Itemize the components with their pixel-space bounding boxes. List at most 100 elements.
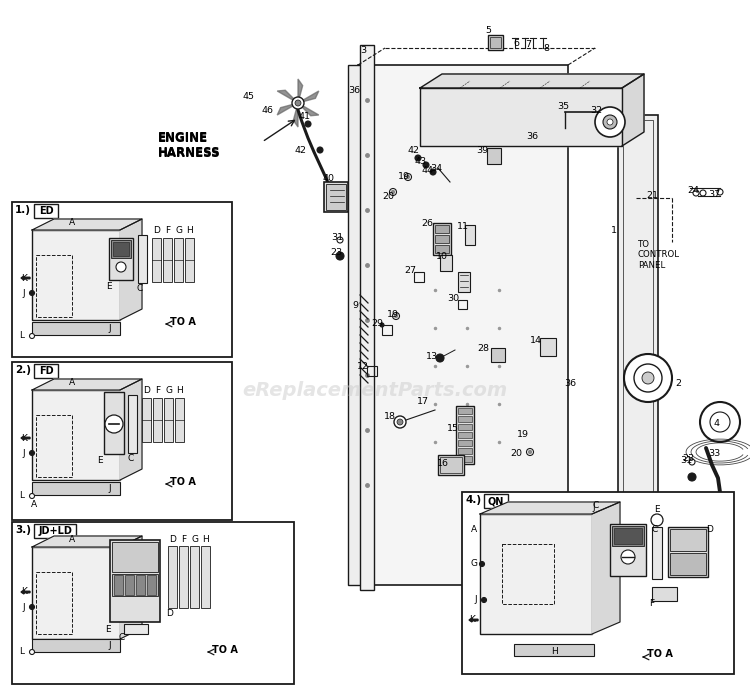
Bar bbox=[458, 300, 467, 309]
Text: 24: 24 bbox=[687, 186, 699, 195]
Bar bbox=[32, 322, 120, 335]
Bar bbox=[34, 524, 76, 538]
Bar bbox=[104, 392, 124, 454]
Text: FD: FD bbox=[39, 366, 53, 376]
Bar bbox=[32, 482, 120, 495]
Text: L: L bbox=[20, 331, 25, 339]
Bar bbox=[435, 235, 449, 243]
Text: ENGINE: ENGINE bbox=[158, 130, 209, 144]
Bar bbox=[382, 325, 392, 335]
Text: 21: 21 bbox=[646, 190, 658, 199]
Bar bbox=[610, 524, 646, 576]
Bar bbox=[491, 348, 505, 362]
Text: J: J bbox=[22, 448, 26, 457]
Text: F: F bbox=[181, 535, 186, 544]
Bar bbox=[435, 225, 449, 233]
Bar bbox=[113, 242, 129, 256]
Text: 35: 35 bbox=[557, 101, 569, 110]
Circle shape bbox=[423, 162, 429, 168]
Bar bbox=[458, 416, 472, 422]
Circle shape bbox=[651, 514, 663, 526]
Circle shape bbox=[436, 354, 444, 362]
Polygon shape bbox=[278, 103, 298, 115]
Text: E: E bbox=[106, 282, 112, 290]
Text: J: J bbox=[592, 502, 596, 511]
Bar bbox=[163, 238, 172, 282]
Bar bbox=[458, 432, 472, 438]
Text: A: A bbox=[31, 500, 37, 509]
Text: ED: ED bbox=[39, 206, 53, 216]
Bar bbox=[36, 572, 72, 634]
Bar bbox=[488, 35, 503, 50]
Text: G: G bbox=[175, 226, 182, 235]
Circle shape bbox=[689, 459, 695, 465]
Bar bbox=[480, 514, 592, 634]
Polygon shape bbox=[32, 379, 142, 390]
Circle shape bbox=[482, 598, 487, 602]
Text: 32: 32 bbox=[590, 106, 602, 115]
Circle shape bbox=[380, 323, 384, 327]
Text: 45: 45 bbox=[242, 92, 254, 101]
Text: 42: 42 bbox=[294, 146, 306, 155]
Text: 5: 5 bbox=[485, 26, 491, 34]
Text: 23: 23 bbox=[682, 453, 694, 462]
Bar bbox=[109, 238, 133, 280]
Circle shape bbox=[29, 493, 34, 498]
Circle shape bbox=[337, 237, 343, 243]
Text: J: J bbox=[109, 324, 111, 333]
Text: HARNESS: HARNESS bbox=[158, 146, 220, 159]
Circle shape bbox=[688, 473, 696, 481]
Text: 27: 27 bbox=[404, 266, 416, 275]
Text: ENGINE: ENGINE bbox=[158, 132, 209, 144]
Text: 30: 30 bbox=[447, 293, 459, 302]
Bar bbox=[112, 542, 158, 572]
Bar bbox=[201, 546, 210, 608]
Text: A: A bbox=[69, 217, 75, 226]
Text: K: K bbox=[21, 587, 27, 596]
Bar bbox=[414, 272, 424, 282]
Text: 2: 2 bbox=[675, 379, 681, 388]
Circle shape bbox=[394, 315, 398, 317]
Circle shape bbox=[397, 419, 403, 425]
Text: 42: 42 bbox=[407, 146, 419, 155]
FancyArrow shape bbox=[21, 436, 30, 440]
Text: 28: 28 bbox=[477, 344, 489, 353]
Text: 26: 26 bbox=[421, 219, 433, 228]
Text: 23: 23 bbox=[330, 248, 342, 257]
Bar bbox=[458, 272, 470, 292]
Text: H: H bbox=[202, 535, 208, 544]
Circle shape bbox=[336, 252, 344, 260]
Text: 37: 37 bbox=[708, 190, 720, 199]
Text: 18: 18 bbox=[384, 411, 396, 420]
Bar bbox=[540, 338, 556, 356]
Text: 1.): 1.) bbox=[15, 205, 31, 215]
Bar bbox=[358, 65, 568, 585]
Circle shape bbox=[29, 604, 34, 609]
Text: 12: 12 bbox=[357, 362, 369, 371]
Text: K: K bbox=[469, 615, 475, 624]
Text: L: L bbox=[20, 491, 25, 500]
Circle shape bbox=[392, 313, 400, 319]
Text: 10: 10 bbox=[436, 251, 448, 261]
Text: J: J bbox=[109, 640, 111, 649]
Bar bbox=[458, 424, 472, 430]
Text: 20: 20 bbox=[382, 192, 394, 201]
Bar bbox=[514, 644, 594, 656]
Text: E: E bbox=[654, 506, 660, 515]
Circle shape bbox=[642, 372, 654, 384]
Text: D: D bbox=[153, 226, 160, 235]
Circle shape bbox=[624, 354, 672, 402]
Text: F: F bbox=[155, 386, 160, 395]
Text: J: J bbox=[22, 602, 26, 611]
Bar bbox=[32, 639, 120, 652]
Text: C: C bbox=[652, 526, 658, 535]
Circle shape bbox=[116, 262, 126, 272]
Circle shape bbox=[717, 189, 723, 195]
Text: 20: 20 bbox=[510, 448, 522, 457]
Bar bbox=[668, 527, 708, 577]
Polygon shape bbox=[592, 502, 620, 634]
Bar bbox=[168, 546, 177, 608]
Circle shape bbox=[29, 451, 34, 455]
Circle shape bbox=[295, 100, 301, 106]
Text: TO A: TO A bbox=[170, 477, 196, 487]
